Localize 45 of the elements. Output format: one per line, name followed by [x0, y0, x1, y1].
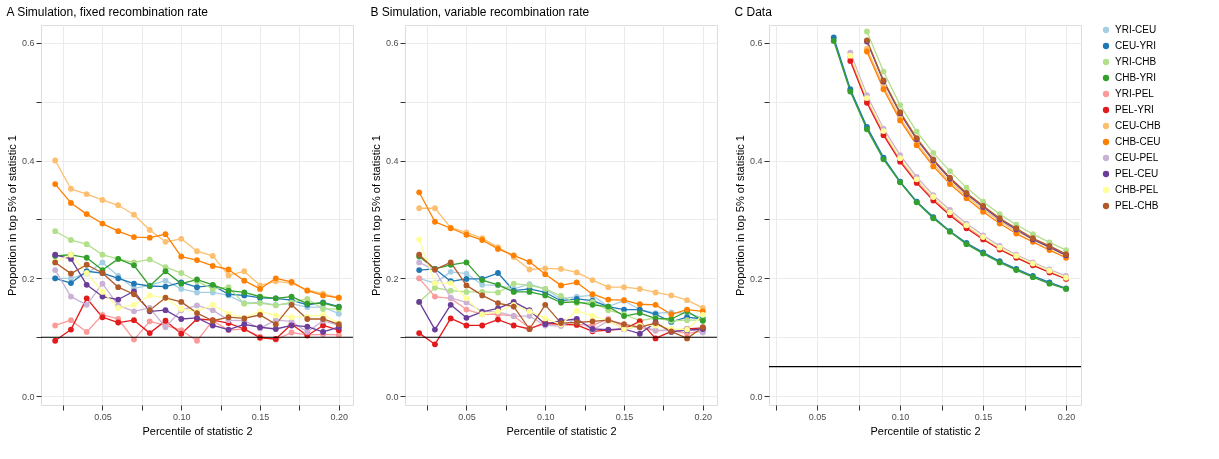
legend-label: CEU-PEL	[1115, 152, 1159, 163]
y-tick-label: 0.4	[385, 156, 399, 166]
x-tick-label: 0.10	[891, 411, 910, 422]
legend-label: YRI-PEL	[1115, 88, 1155, 99]
legend-label: CEU-YRI	[1115, 40, 1157, 51]
chart-title: A Simulation, fixed recombination rate	[6, 5, 209, 19]
y-tick-label: 0.2	[21, 273, 35, 284]
x-tick-label: 0.15	[974, 411, 993, 422]
y-tick-label: 0.0	[21, 391, 35, 402]
legend-label: CHB-YRI	[1115, 72, 1157, 83]
legend-label: PEL-YRI	[1115, 104, 1154, 115]
y-tick-label: 0.4	[21, 156, 35, 166]
legend-label: YRI-CHB	[1115, 56, 1157, 67]
chart-title: B Simulation, variable recombination rate	[370, 5, 590, 19]
legend-label: CHB-CEU	[1115, 136, 1161, 147]
y-tick-label: 0.2	[749, 273, 763, 284]
y-tick-label: 0.6	[749, 38, 763, 49]
y-tick-label: 0.6	[21, 38, 35, 49]
legend-label: YRI-CEU	[1115, 24, 1157, 35]
x-tick-label: 0.15	[251, 411, 270, 422]
x-axis-title: Percentile of statistic 2	[506, 424, 617, 437]
x-tick-label: 0.20	[330, 411, 349, 422]
x-tick-label: 0.20	[694, 411, 713, 422]
x-tick-label: 0.05	[808, 411, 827, 422]
y-tick-label: 0.0	[385, 391, 399, 402]
y-tick-label: 0.4	[749, 156, 763, 166]
x-tick-label: 0.05	[94, 411, 112, 422]
x-tick-label: 0.15	[615, 411, 634, 422]
x-tick-label: 0.10	[172, 411, 191, 422]
y-tick-label: 0.6	[385, 38, 399, 49]
legend-label: PEL-CHB	[1115, 200, 1159, 211]
y-axis-title: Proportion in top 5% of statistic 1	[369, 135, 382, 296]
legend-label: CEU-CHB	[1115, 120, 1161, 131]
y-axis-title: Proportion in top 5% of statistic 1	[5, 135, 18, 296]
x-axis-title: Percentile of statistic 2	[870, 424, 981, 437]
x-tick-label: 0.10	[536, 411, 555, 422]
y-tick-label: 0.0	[749, 391, 763, 402]
legend-label: CHB-PEL	[1115, 184, 1159, 195]
x-axis-title: Percentile of statistic 2	[142, 424, 253, 437]
chart-title: C Data	[734, 5, 773, 19]
x-tick-label: 0.05	[458, 411, 476, 422]
legend-label: PEL-CEU	[1115, 168, 1159, 179]
y-axis-title: Proportion in top 5% of statistic 1	[733, 135, 746, 296]
y-tick-label: 0.2	[385, 273, 399, 284]
x-tick-label: 0.20	[1057, 411, 1076, 422]
